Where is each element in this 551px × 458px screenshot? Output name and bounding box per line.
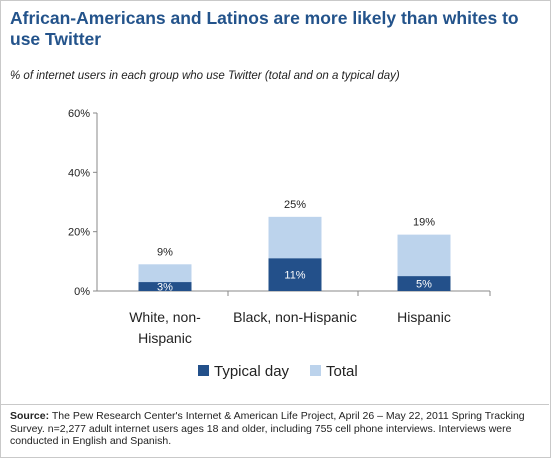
- bar-typical-day: [268, 258, 322, 291]
- chart-title: African-Americans and Latinos are more l…: [10, 8, 519, 49]
- y-tick-label: 20%: [68, 227, 90, 239]
- source-label: Source:: [10, 410, 50, 422]
- data-label-total: 25%: [284, 199, 306, 211]
- legend-swatch-total: [310, 365, 321, 376]
- source-note: Source: The Pew Research Center's Intern…: [10, 410, 540, 448]
- x-category-label: White, non-: [129, 309, 201, 325]
- data-label-total: 19%: [413, 217, 435, 229]
- legend-label-total: Total: [326, 363, 358, 380]
- data-label-typical-day: 5%: [416, 279, 432, 291]
- y-tick-label: 60%: [68, 108, 90, 120]
- source-text: The Pew Research Center's Internet & Ame…: [10, 410, 525, 447]
- data-label-typical-day: 3%: [157, 282, 173, 294]
- footer-divider: [0, 404, 549, 405]
- chart-subtitle: % of internet users in each group who us…: [10, 70, 400, 82]
- x-category-label: Hispanic: [138, 330, 192, 346]
- legend-label-typical-day: Typical day: [214, 363, 290, 380]
- y-tick-label: 0%: [74, 286, 90, 298]
- bar-typical-day: [397, 276, 451, 291]
- bar-typical-day: [138, 282, 192, 291]
- y-tick-label: 40%: [68, 167, 90, 179]
- x-category-label: Hispanic: [397, 309, 451, 325]
- legend-swatch-typical-day: [198, 365, 209, 376]
- data-label-typical-day: 11%: [284, 270, 305, 282]
- bar-chart: 0% 20% 40% 60% 9% 3% White, non- Hispanic 25% 11%…: [68, 108, 491, 380]
- data-label-total: 9%: [157, 246, 173, 258]
- x-category-label: Black, non-Hispanic: [233, 309, 357, 325]
